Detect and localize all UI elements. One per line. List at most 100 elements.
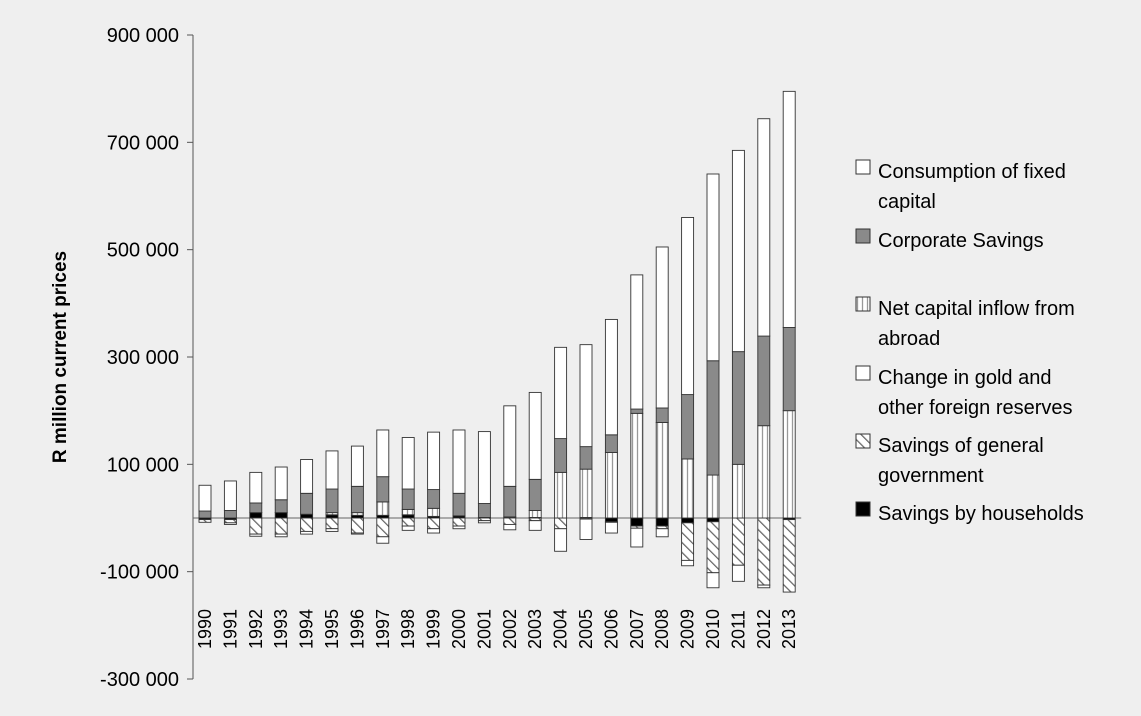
bar-segment-change-in-gold-and-other-foreign-reserves-2007: [630, 527, 644, 548]
legend-label: Savings by households: [878, 503, 1084, 525]
bar-segment-corporate-savings-2011: [731, 351, 745, 465]
x-tick-label: 2011: [728, 610, 748, 649]
bar-segment-consumption-of-fixed-capital-2004: [554, 346, 568, 440]
bar-segment-change-in-gold-and-other-foreign-reserves-1992: [249, 533, 263, 537]
bar-segment-savings-by-households-2007: [630, 517, 644, 527]
legend-label: Change in gold and other foreign reserves: [878, 367, 1073, 419]
bar-segment-corporate-savings-1996: [350, 485, 364, 514]
x-tick-label: 1994: [297, 609, 317, 649]
bar-segment-savings-of-general-government-1995: [325, 517, 339, 530]
y-tick-label: 900 000: [107, 25, 179, 47]
legend-label: Consumption of fixed capital: [878, 161, 1066, 213]
x-tick-label: 1996: [347, 609, 367, 649]
bar-segment-consumption-of-fixed-capital-1997: [376, 429, 390, 478]
bar-segment-consumption-of-fixed-capital-2009: [681, 217, 695, 396]
bar-segment-savings-of-general-government-2012: [757, 517, 771, 586]
bar-segment-change-in-gold-and-other-foreign-reserves-1994: [300, 530, 314, 535]
bar-segment-savings-of-general-government-2000: [452, 517, 466, 527]
bar-segment-net-capital-inflow-from-abroad-2003: [528, 510, 542, 518]
bar-segment-savings-by-households-1998: [401, 514, 415, 519]
bar-segment-consumption-of-fixed-capital-1998: [401, 437, 415, 490]
bar-segment-savings-by-households-2006: [604, 517, 618, 523]
bar-segment-corporate-savings-2009: [681, 394, 695, 460]
x-tick-label: 1995: [322, 609, 342, 649]
y-tick-label: 500 000: [107, 240, 179, 262]
x-tick-label: 2004: [551, 609, 571, 649]
bar-segment-consumption-of-fixed-capital-2012: [757, 118, 771, 337]
bar-segment-corporate-savings-2002: [503, 485, 517, 518]
bar-segment-net-capital-inflow-from-abroad-2008: [655, 422, 669, 519]
bar-segment-savings-by-households-2008: [655, 517, 669, 527]
bar-segment-consumption-of-fixed-capital-2013: [782, 90, 796, 328]
x-tick-label: 2013: [779, 609, 799, 649]
bar-segment-change-in-gold-and-other-foreign-reserves-2001: [477, 520, 491, 524]
bar-segment-corporate-savings-2000: [452, 492, 466, 517]
bar-segment-change-in-gold-and-other-foreign-reserves-1993: [274, 533, 288, 538]
bar-segment-corporate-savings-2010: [706, 360, 720, 476]
x-tick-label: 1992: [246, 609, 266, 649]
legend-swatch: [855, 228, 871, 244]
bar-segment-consumption-of-fixed-capital-1995: [325, 450, 339, 490]
bar-segment-savings-of-general-government-1991: [223, 519, 237, 524]
bar-segment-savings-by-households-1994: [300, 513, 314, 519]
x-tick-label: 1990: [195, 609, 215, 649]
bar-segment-savings-of-general-government-2013: [782, 519, 796, 593]
y-tick-label: 300 000: [107, 347, 179, 369]
bar-segment-savings-of-general-government-1992: [249, 517, 263, 535]
bar-segment-corporate-savings-2001: [477, 503, 491, 518]
x-tick-label: 2000: [449, 609, 469, 649]
bar-segment-net-capital-inflow-from-abroad-2011: [731, 463, 745, 519]
bar-segment-savings-of-general-government-1999: [427, 517, 441, 530]
y-tick-label: -300 000: [100, 669, 179, 691]
bar-segment-corporate-savings-1995: [325, 488, 339, 514]
bar-segment-change-in-gold-and-other-foreign-reserves-2004: [554, 528, 568, 552]
bar-segment-net-capital-inflow-from-abroad-2013: [782, 410, 796, 519]
bar-segment-corporate-savings-1992: [249, 502, 263, 514]
bar-segment-consumption-of-fixed-capital-1999: [427, 431, 441, 491]
bar-segment-corporate-savings-2007: [630, 408, 644, 414]
x-tick-label: 1991: [220, 609, 240, 649]
bar-segment-savings-of-general-government-1997: [376, 517, 390, 538]
bar-segment-change-in-gold-and-other-foreign-reserves-1998: [401, 525, 415, 531]
y-axis-group: -300 000 -100 000 100 000 300 000 500 000 700…: [50, 25, 802, 691]
legend-label: Net capital inflow from abroad: [878, 298, 1075, 350]
bar-segment-savings-of-general-government-1994: [300, 517, 314, 532]
bar-segment-corporate-savings-2008: [655, 407, 669, 423]
x-tick-label: 1998: [398, 609, 418, 649]
bar-segment-corporate-savings-1990: [198, 510, 212, 519]
legend-swatch: [855, 159, 871, 175]
bar-segment-savings-of-general-government-1996: [350, 517, 364, 534]
bar-segment-net-capital-inflow-from-abroad-2004: [554, 471, 568, 519]
bars-group: [198, 90, 796, 593]
bar-segment-corporate-savings-2006: [604, 434, 618, 453]
bar-segment-net-capital-inflow-from-abroad-1997: [376, 501, 390, 516]
bar-segment-change-in-gold-and-other-foreign-reserves-1991: [223, 522, 237, 525]
x-tick-label: 2001: [474, 609, 494, 649]
bar-segment-savings-of-general-government-2009: [681, 522, 695, 561]
y-tick-label: 700 000: [107, 132, 179, 154]
legend-swatch: [855, 365, 871, 381]
bar-segment-consumption-of-fixed-capital-1991: [223, 480, 237, 511]
y-tick-label: -100 000: [100, 562, 179, 584]
x-tick-label: 2002: [500, 609, 520, 649]
bar-segment-savings-of-general-government-2010: [706, 521, 720, 574]
bar-segment-consumption-of-fixed-capital-1994: [300, 459, 314, 494]
legend-label: Savings of general government: [878, 435, 1044, 487]
x-tick-label: 2010: [703, 609, 723, 649]
bar-segment-net-capital-inflow-from-abroad-2006: [604, 452, 618, 519]
bar-segment-consumption-of-fixed-capital-1990: [198, 484, 212, 512]
bar-segment-corporate-savings-2005: [579, 446, 593, 470]
bar-segment-consumption-of-fixed-capital-2011: [731, 149, 745, 353]
bar-segment-savings-by-households-1993: [274, 512, 288, 519]
x-tick-label: 2007: [627, 609, 647, 649]
bar-segment-net-capital-inflow-from-abroad-2007: [630, 412, 644, 519]
bar-segment-savings-of-general-government-2002: [503, 517, 517, 525]
legend-swatch: [855, 501, 871, 517]
bar-segment-consumption-of-fixed-capital-2000: [452, 429, 466, 494]
bar-segment-change-in-gold-and-other-foreign-reserves-1997: [376, 536, 390, 544]
bar-segment-net-capital-inflow-from-abroad-2010: [706, 474, 720, 519]
bar-segment-consumption-of-fixed-capital-2008: [655, 246, 669, 409]
bar-segment-net-capital-inflow-from-abroad-2005: [579, 468, 593, 518]
